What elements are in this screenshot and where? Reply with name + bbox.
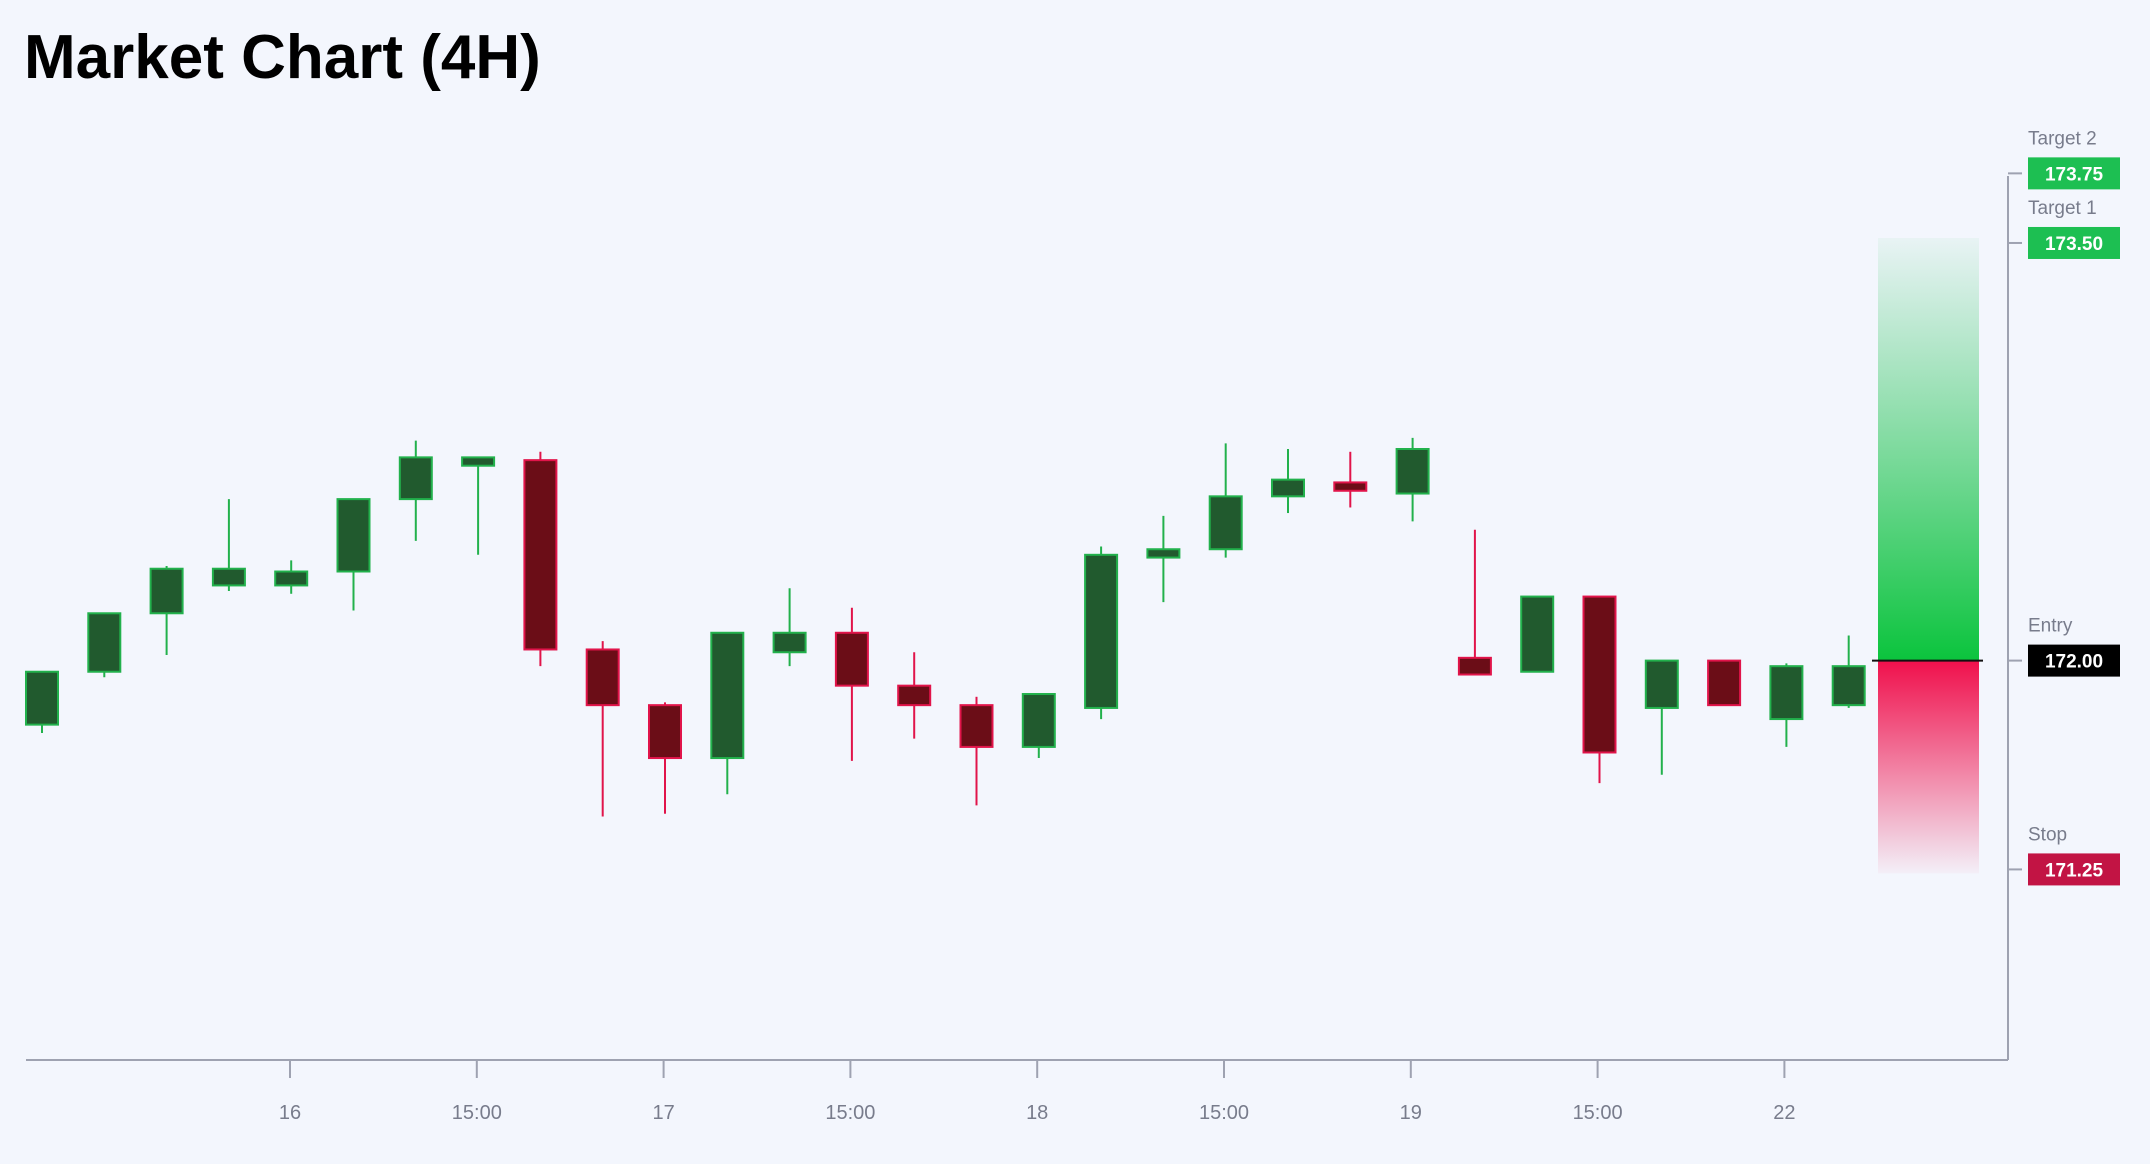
x-tick-label: 15:00 — [825, 1102, 875, 1124]
level-value: 171.25 — [2045, 860, 2104, 881]
x-tick-label: 16 — [279, 1102, 301, 1124]
candle — [1146, 515, 1181, 603]
loss-zone — [1878, 660, 1979, 874]
level-badge — [2028, 644, 2120, 677]
candle — [461, 456, 496, 555]
candle — [710, 631, 745, 795]
candles — [25, 437, 1866, 817]
candle — [1769, 663, 1804, 747]
candle-body — [1457, 656, 1492, 676]
candle-body — [1084, 553, 1119, 709]
candle-body — [461, 456, 496, 467]
candle-body — [897, 684, 932, 707]
candle — [1395, 437, 1430, 522]
candle — [25, 670, 59, 733]
candle — [959, 696, 994, 806]
level-label: Stop — [2028, 824, 2067, 845]
candle-body — [1333, 481, 1368, 492]
candle — [87, 612, 122, 678]
candle — [149, 565, 184, 656]
candle-body — [1644, 659, 1679, 709]
candle-body — [149, 567, 184, 615]
candle-body — [959, 704, 994, 748]
candle-body — [1021, 693, 1056, 748]
candle — [1271, 449, 1305, 514]
candle — [1333, 451, 1368, 508]
price-level-target-1: Target 1 173.50 — [2008, 198, 2120, 259]
level-label: Target 2 — [2028, 128, 2097, 149]
candle-body — [87, 612, 122, 673]
price-level-entry: Entry 172.00 — [2008, 616, 2120, 677]
candle — [1644, 659, 1679, 775]
candle — [398, 440, 433, 541]
candle-body — [1582, 595, 1617, 754]
candle-body — [523, 459, 558, 651]
candle — [1707, 659, 1742, 707]
x-tick-label: 18 — [1026, 1102, 1048, 1124]
candle-body — [648, 704, 682, 760]
level-badge — [2028, 853, 2120, 886]
candle-body — [1395, 448, 1430, 495]
candle-body — [1831, 665, 1866, 707]
level-badge — [2028, 226, 2120, 259]
candle — [1831, 635, 1866, 708]
candle-body — [1271, 478, 1305, 498]
x-tick-label: 19 — [1400, 1102, 1422, 1124]
candle — [1457, 529, 1492, 676]
candle — [1084, 546, 1119, 720]
page-title: Market Chart (4H) — [24, 23, 541, 92]
candle — [772, 588, 807, 667]
candle — [834, 607, 869, 761]
level-value: 173.75 — [2045, 164, 2104, 185]
candle — [1021, 693, 1056, 759]
x-tick-label: 15:00 — [452, 1102, 502, 1124]
price-level-stop: Stop 171.25 — [2008, 824, 2120, 886]
candle-body — [1146, 548, 1181, 559]
candle — [1520, 595, 1555, 673]
candle-body — [1707, 659, 1742, 707]
level-value: 173.50 — [2045, 234, 2103, 255]
candle — [211, 499, 246, 591]
candle-body — [834, 631, 869, 687]
candle-body — [1208, 495, 1243, 551]
level-badge — [2028, 157, 2120, 190]
candle — [274, 560, 309, 594]
candle-body — [585, 648, 620, 707]
price-level-target-2: Target 2 173.75 — [2008, 128, 2120, 190]
candle-body — [772, 631, 807, 654]
candle — [1582, 595, 1617, 784]
candle — [523, 451, 558, 667]
level-label: Target 1 — [2028, 198, 2097, 219]
profit-zone — [1878, 238, 1979, 661]
candle-body — [211, 567, 246, 587]
level-label: Entry — [2028, 616, 2073, 637]
chart-axes — [26, 176, 2009, 1061]
candle — [897, 652, 932, 739]
x-tick-label: 22 — [1773, 1102, 1795, 1124]
x-tick-label: 17 — [652, 1102, 674, 1124]
x-tick-label: 15:00 — [1573, 1102, 1623, 1124]
candle — [585, 641, 620, 817]
level-value: 172.00 — [2045, 652, 2103, 673]
x-tick-label: 15:00 — [1199, 1102, 1249, 1124]
candle-body — [336, 498, 371, 573]
price-levels: Target 2 173.75 Target 1 173.50 Entry 172.00 S… — [2008, 128, 2120, 886]
candle-body — [710, 631, 745, 760]
candle-body — [25, 670, 59, 726]
candle — [648, 702, 682, 814]
candle-body — [274, 570, 309, 587]
x-axis-ticks: 16 15:00 17 15:00 18 15:00 19 15:00 22 — [279, 1060, 1796, 1124]
candle-body — [398, 456, 433, 501]
risk-reward-zone — [1872, 238, 1983, 874]
candle-body — [1520, 595, 1555, 673]
candle — [1208, 443, 1243, 558]
candle-body — [1769, 665, 1804, 721]
candle — [336, 498, 371, 611]
